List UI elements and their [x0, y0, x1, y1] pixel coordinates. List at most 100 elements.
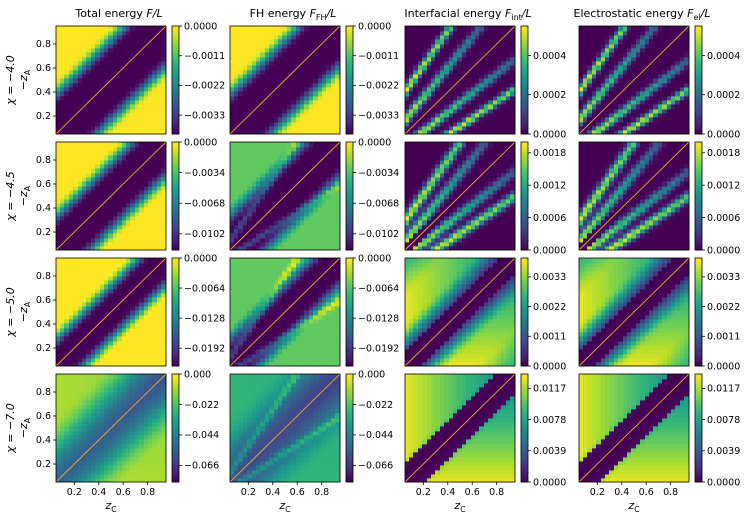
- colorbar-segment: [346, 31, 353, 35]
- heatmap-cell: [409, 82, 415, 88]
- heatmap-cell: [95, 77, 101, 84]
- heatmap-cell: [126, 112, 132, 118]
- heatmap-cell: [675, 51, 682, 58]
- heatmap-cell: [64, 193, 71, 200]
- heatmap-cell: [662, 73, 668, 79]
- heatmap-cell: [583, 112, 589, 118]
- heatmap-cell: [671, 108, 677, 114]
- heatmap-cell: [331, 26, 337, 32]
- colorbar-segment: [172, 166, 179, 170]
- colorbar-segment: [521, 204, 528, 208]
- heatmap-cell: [592, 56, 598, 62]
- heatmap-cell: [631, 30, 638, 36]
- colorbar-segment: [521, 185, 528, 189]
- heatmap-cell: [675, 108, 682, 114]
- colorbar-segment: [695, 98, 702, 102]
- heatmap-cell: [100, 69, 106, 75]
- heatmap-cell: [104, 51, 110, 58]
- heatmap-cell: [144, 116, 150, 123]
- colorbar-segment: [521, 239, 528, 243]
- colorbar-segment: [172, 206, 179, 210]
- heatmap-cell: [444, 34, 450, 40]
- heatmap-cell: [440, 116, 446, 123]
- heatmap-cell: [108, 121, 115, 127]
- heatmap-cell: [260, 86, 267, 92]
- heatmap-cell: [64, 82, 71, 88]
- heatmap-cell: [157, 69, 163, 75]
- colorbar-segment: [172, 177, 179, 181]
- colorbar-segment: [695, 36, 702, 40]
- heatmap-cell: [322, 26, 328, 32]
- heatmap-cell: [108, 108, 115, 114]
- heatmap-cell: [653, 73, 660, 79]
- heatmap-cell: [60, 163, 66, 169]
- heatmap-cell: [587, 47, 594, 53]
- heatmap-cell: [117, 26, 123, 32]
- heatmap-cell: [304, 38, 311, 45]
- heatmap-cell: [684, 90, 690, 97]
- y-axis-label: −zA: [17, 185, 32, 206]
- diagonal-line: [229, 25, 341, 135]
- heatmap-cell: [583, 26, 589, 32]
- heatmap-cell: [636, 38, 642, 45]
- heatmap-cell: [413, 43, 420, 49]
- heatmap-cell: [304, 69, 311, 75]
- heatmap-cell: [139, 108, 145, 114]
- heatmap-cell: [86, 38, 93, 45]
- heatmap-cell: [73, 103, 79, 110]
- heatmap-cell: [645, 43, 651, 49]
- heatmap-cell: [618, 82, 624, 88]
- heatmap-cell: [122, 193, 128, 200]
- heatmap-cell: [108, 82, 115, 88]
- heatmap-cell: [78, 154, 84, 161]
- heatmap-cell: [409, 90, 415, 97]
- heatmap-cell: [493, 30, 499, 36]
- heatmap-cell: [64, 90, 71, 97]
- heatmap-cell: [113, 206, 119, 213]
- heatmap-cell: [82, 73, 88, 79]
- heatmap-cell: [331, 77, 337, 84]
- heatmap-cell: [596, 51, 602, 58]
- heatmap-cell: [130, 219, 137, 226]
- colorbar-segment: [346, 109, 353, 113]
- heatmap-cell: [466, 108, 472, 114]
- heatmap-cell: [64, 112, 71, 118]
- heatmap-cell: [579, 108, 585, 114]
- heatmap-cell: [675, 73, 682, 79]
- heatmap-cell: [623, 34, 629, 40]
- heatmap-cell: [86, 189, 93, 195]
- heatmap-cell: [592, 125, 598, 131]
- heatmap-cell: [82, 224, 88, 230]
- heatmap-cell: [596, 125, 602, 131]
- heatmap-cell: [64, 154, 71, 161]
- colorbar-tick-label: 0.0002: [707, 90, 740, 101]
- heatmap-cell: [157, 51, 163, 58]
- heatmap-cell: [601, 82, 607, 88]
- heatmap-cell: [86, 172, 93, 178]
- y-tick-label: 0.4: [36, 87, 51, 98]
- heatmap-cell: [73, 47, 79, 53]
- heatmap-cell: [86, 90, 93, 97]
- heatmap-cell: [658, 95, 664, 101]
- heatmap-cell: [662, 26, 668, 32]
- heatmap-cell: [413, 26, 420, 32]
- colorbar-segment: [172, 117, 179, 121]
- heatmap-cell: [418, 60, 424, 66]
- heatmap-cell: [680, 86, 686, 92]
- heatmap-cell: [73, 142, 79, 148]
- heatmap-cell: [457, 51, 464, 58]
- heatmap-cell: [117, 90, 123, 97]
- heatmap-cell: [56, 103, 62, 110]
- heatmap-cell: [274, 30, 280, 36]
- heatmap-cell: [640, 121, 646, 127]
- colorbar-segment: [521, 177, 528, 181]
- heatmap-cell: [636, 69, 642, 75]
- heatmap-cell: [152, 60, 159, 66]
- heatmap-cell: [309, 82, 315, 88]
- heatmap-cell: [479, 26, 486, 32]
- heatmap-cell: [493, 90, 499, 97]
- heatmap-cell: [488, 142, 494, 148]
- heatmap-cell: [104, 146, 110, 152]
- heatmap-cell: [609, 82, 616, 88]
- heatmap-cell: [466, 60, 472, 66]
